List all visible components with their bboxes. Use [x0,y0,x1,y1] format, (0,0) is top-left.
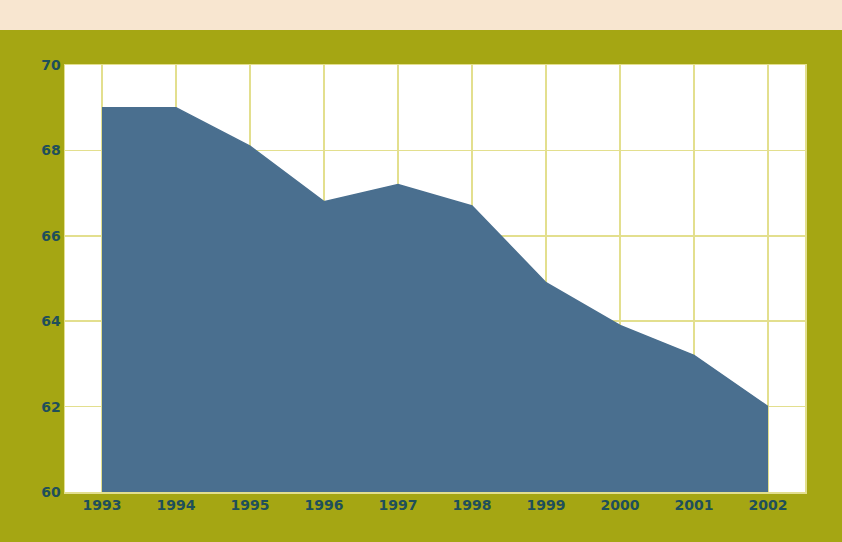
svg-text:1998: 1998 [453,497,492,513]
svg-text:62: 62 [41,399,60,415]
svg-text:1994: 1994 [157,497,196,513]
svg-text:1999: 1999 [527,497,566,513]
svg-text:68: 68 [41,142,60,158]
svg-text:1997: 1997 [379,497,418,513]
svg-text:60: 60 [41,484,61,500]
svg-text:70: 70 [41,57,61,73]
svg-text:64: 64 [41,313,61,329]
svg-text:1996: 1996 [305,497,344,513]
svg-text:2000: 2000 [601,497,640,513]
svg-text:66: 66 [41,228,60,244]
svg-text:1995: 1995 [231,497,270,513]
svg-text:2002: 2002 [749,497,788,513]
svg-text:2001: 2001 [675,497,714,513]
svg-text:1993: 1993 [83,497,122,513]
